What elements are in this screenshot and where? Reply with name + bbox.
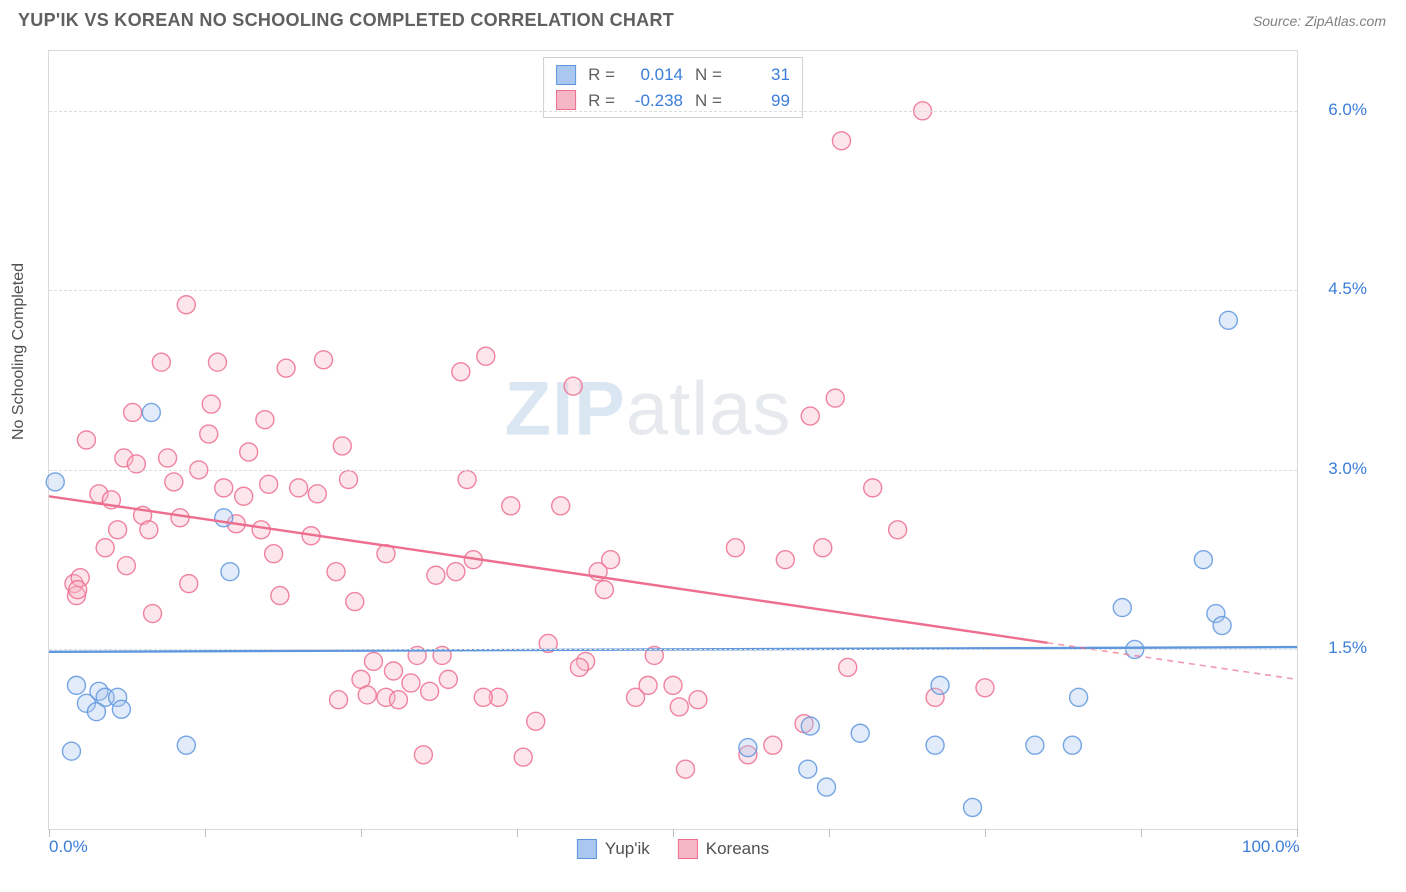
stat-r-label-2: R = [588, 88, 615, 114]
x-tick-label: 0.0% [49, 837, 88, 857]
y-tick-label: 6.0% [1328, 100, 1367, 120]
legend-item-koreans: Koreans [678, 839, 769, 859]
x-tick-label: 100.0% [1242, 837, 1300, 857]
x-tick [985, 829, 986, 837]
y-tick-label: 1.5% [1328, 638, 1367, 658]
source-label: Source: ZipAtlas.com [1253, 13, 1386, 29]
legend-swatch-koreans [678, 839, 698, 859]
gridline [49, 111, 1297, 112]
gridline [49, 290, 1297, 291]
x-tick [517, 829, 518, 837]
x-tick [1297, 829, 1298, 837]
x-tick [205, 829, 206, 837]
x-tick [361, 829, 362, 837]
stats-row-1: R = 0.014 N = 31 [556, 62, 790, 88]
legend-label-yupik: Yup'ik [605, 839, 650, 859]
stats-box: R = 0.014 N = 31 R = -0.238 N = 99 [543, 57, 803, 118]
plot-area: ZIPatlas R = 0.014 N = 31 R = -0.238 N =… [48, 50, 1298, 830]
legend-swatch-yupik [577, 839, 597, 859]
x-tick [829, 829, 830, 837]
legend-label-koreans: Koreans [706, 839, 769, 859]
legend: Yup'ik Koreans [577, 839, 769, 859]
x-tick [49, 829, 50, 837]
stat-n-value-1: 31 [734, 62, 790, 88]
y-axis-label: No Schooling Completed [10, 263, 28, 440]
swatch-koreans [556, 90, 576, 110]
chart-title: YUP'IK VS KOREAN NO SCHOOLING COMPLETED … [18, 10, 674, 31]
stats-row-2: R = -0.238 N = 99 [556, 88, 790, 114]
y-tick-label: 3.0% [1328, 459, 1367, 479]
gridline [49, 470, 1297, 471]
stat-r-label: R = [588, 62, 615, 88]
stat-n-label-2: N = [695, 88, 722, 114]
stat-r-value-2: -0.238 [627, 88, 683, 114]
stat-n-label: N = [695, 62, 722, 88]
scatter-svg [49, 51, 1297, 829]
swatch-yupik [556, 65, 576, 85]
x-tick [673, 829, 674, 837]
x-tick [1141, 829, 1142, 837]
stat-n-value-2: 99 [734, 88, 790, 114]
legend-item-yupik: Yup'ik [577, 839, 650, 859]
y-tick-label: 4.5% [1328, 279, 1367, 299]
gridline [49, 649, 1297, 650]
stat-r-value-1: 0.014 [627, 62, 683, 88]
